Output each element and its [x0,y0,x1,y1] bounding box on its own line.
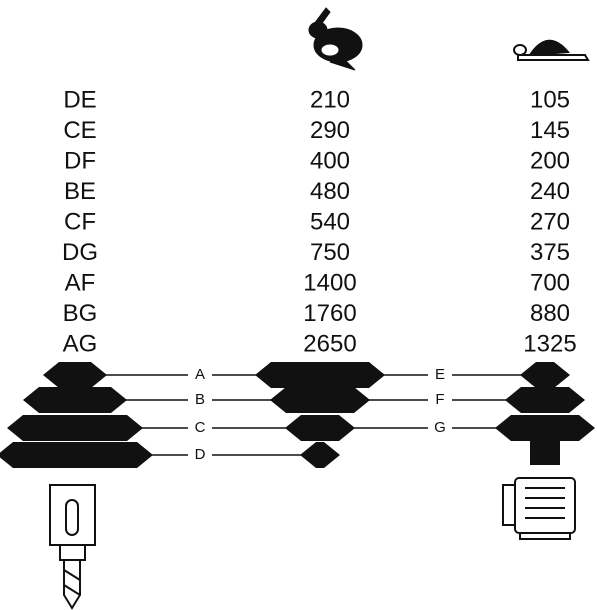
pulley-step [520,362,570,388]
pulley-label: B [195,391,205,408]
motor-shaft [530,440,560,465]
speed-value: 880 [530,300,570,327]
speed-value: 105 [530,86,570,113]
pulley-step [300,442,340,468]
pulley-step [0,442,153,468]
belt-position: DF [64,147,96,174]
belt-position: BE [64,178,96,205]
speed-value: 240 [530,178,570,205]
speed-value: 1400 [303,269,356,296]
speed-value: 1760 [303,300,356,327]
speed-diagram: DE210105CE290145DF400200BE480240CF540270… [0,0,597,610]
rabbit-icon [309,8,362,70]
pulley-step [255,362,385,388]
pulley-label: C [195,419,206,436]
belt-position: DG [62,239,98,266]
pulley-label: D [195,446,206,463]
speed-value: 375 [530,239,570,266]
pulley-label: F [435,391,444,408]
speed-value: 290 [310,117,350,144]
speed-value: 480 [310,178,350,205]
speed-value: 400 [310,147,350,174]
belt-position: AF [65,269,96,296]
pulley-step [270,387,370,413]
pulley-label: G [434,419,446,436]
speed-value: 270 [530,208,570,235]
pulley-step [495,415,595,441]
motor [503,478,575,539]
speed-value: 700 [530,269,570,296]
drill-chuck [50,485,95,608]
pulley-label: A [195,366,205,383]
pulley-step [505,387,585,413]
belt-position: AG [63,330,98,357]
pulley-step [23,387,127,413]
speed-value: 200 [530,147,570,174]
speed-value: 210 [310,86,350,113]
pulley-step [285,415,355,441]
turtle-icon [514,41,588,60]
speed-value: 1325 [523,330,576,357]
belt-position: CE [63,117,96,144]
belt-position: CF [64,208,96,235]
pulley-step [7,415,143,441]
belt-position: BG [63,300,98,327]
speed-value: 145 [530,117,570,144]
pulley-label: E [435,366,445,383]
speed-value: 750 [310,239,350,266]
belt-position: DE [63,86,96,113]
pulley-step [43,362,107,388]
speed-value: 2650 [303,330,356,357]
speed-value: 540 [310,208,350,235]
